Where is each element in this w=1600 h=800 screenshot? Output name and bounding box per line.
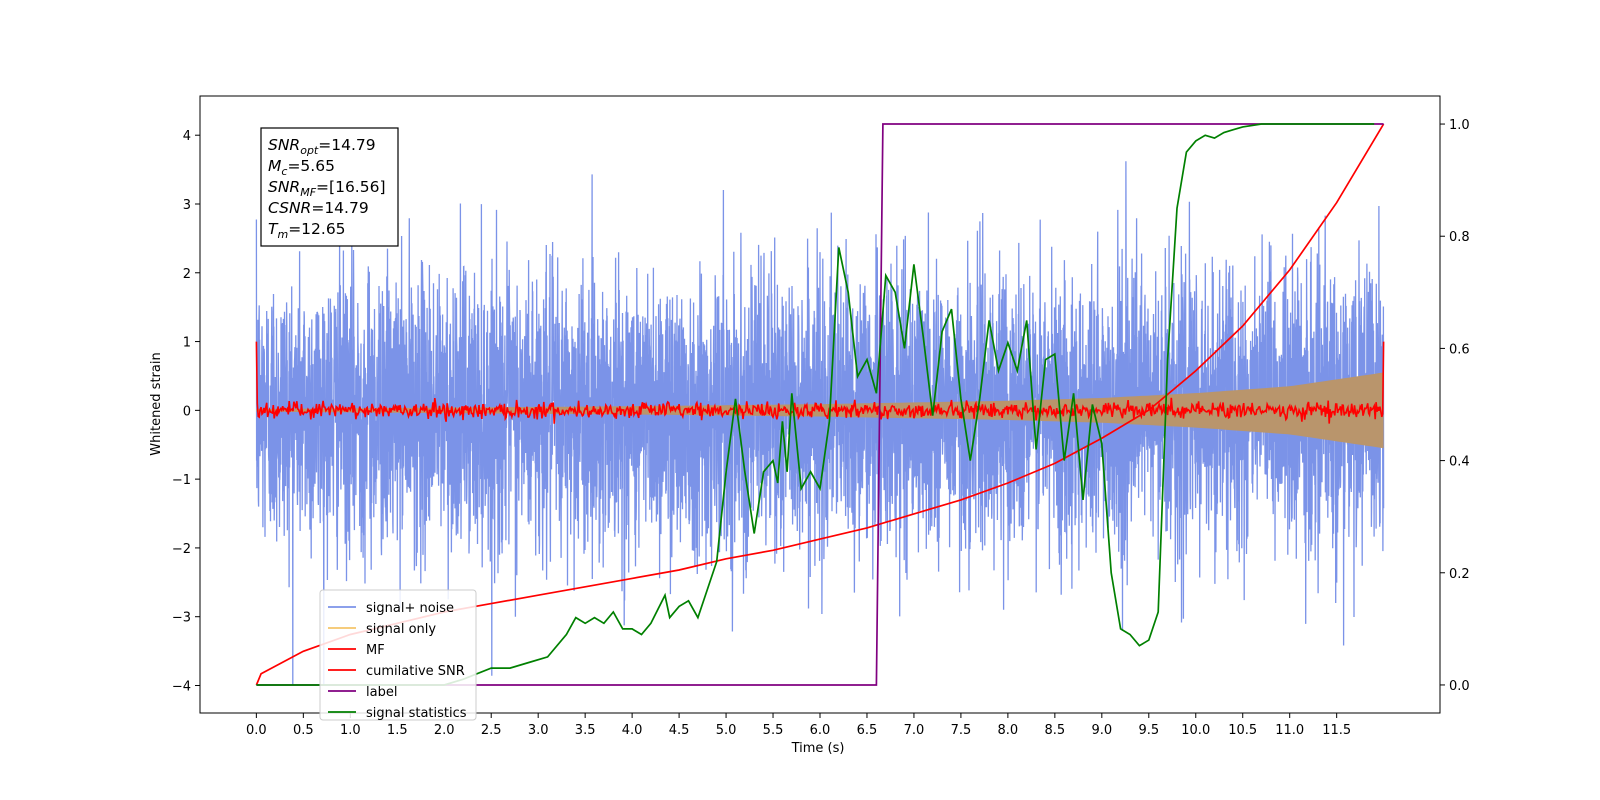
annotation-line: SNRopt=14.79 [268,136,376,157]
x-tick-label: 6.0 [810,723,831,738]
annotation-line: SNRMF=[16.56] [268,178,386,199]
x-axis: 0.0 0.5 1.0 1.5 2.0 2.5 3.0 3.5 4.0 4.5 5.0 5.5 6.0 6… [246,713,1351,738]
annotation-box [260,127,399,247]
x-axis-label: Time (s) [791,741,845,756]
x-tick-label: 2.5 [481,723,502,738]
legend: signal+ noise signal only MF cumilative SNR… [319,589,477,721]
x-tick-label: 5.0 [716,723,737,738]
x-tick-label: 6.5 [857,723,878,738]
y-right-tick-label: 1.0 [1449,118,1470,133]
series-signal-noise [255,161,1385,686]
x-tick-label: 8.5 [1045,723,1066,738]
y-tick-label: 1 [183,336,191,351]
y-tick-label: 0 [183,404,191,419]
y-axis-label: Whitened strain [149,352,164,455]
annotation-line: CSNR=14.79 [268,199,369,217]
x-tick-label: 1.5 [387,723,408,738]
y-axis-right: 0.0 0.2 0.4 0.6 0.8 1.0 [1440,118,1470,694]
y-tick-label: 3 [183,198,191,213]
x-tick-label: 3.5 [575,723,596,738]
x-tick-label: 11.5 [1322,723,1351,738]
legend-label: signal statistics [366,706,467,721]
x-tick-label: 9.5 [1138,723,1159,738]
x-tick-label: 7.0 [904,723,925,738]
y-tick-label: −2 [172,542,191,557]
y-right-tick-label: 0.6 [1449,342,1470,357]
y-right-tick-label: 0.2 [1449,567,1470,582]
x-tick-label: 10.5 [1228,723,1257,738]
x-tick-label: 9.0 [1091,723,1112,738]
y-right-tick-label: 0.8 [1449,230,1470,245]
y-tick-label: −4 [172,679,191,694]
x-tick-label: 8.0 [998,723,1019,738]
x-tick-label: 2.0 [434,723,455,738]
x-tick-label: 4.0 [622,723,643,738]
y-tick-label: −1 [172,473,191,488]
legend-label: signal+ noise [366,601,454,616]
x-tick-label: 10.0 [1181,723,1210,738]
x-tick-label: 11.0 [1275,723,1304,738]
legend-label: MF [366,643,385,658]
x-tick-label: 5.5 [763,723,784,738]
y-tick-label: 4 [183,129,191,144]
y-right-tick-label: 0.4 [1449,455,1470,470]
legend-label: label [366,685,397,700]
y-tick-label: 2 [183,267,191,282]
x-tick-label: 0.5 [293,723,314,738]
y-right-tick-label: 0.0 [1449,679,1470,694]
x-tick-label: 7.5 [951,723,972,738]
series-signal-statistics [256,123,1375,686]
legend-label: signal only [366,622,436,637]
series-mf [255,341,1385,424]
legend-label: cumilative SNR [366,664,465,679]
y-tick-label: −3 [172,611,191,626]
annotation-line: Tm=12.65 [268,220,346,241]
legend-box [319,589,477,721]
x-tick-label: 4.5 [669,723,690,738]
x-tick-label: 3.0 [528,723,549,738]
annotation-line: Mc=5.65 [268,157,335,178]
stats-annotation: SNRopt=14.79Mc=5.65SNRMF=[16.56]CSNR=14.… [260,127,399,247]
y-axis-left: −4 −3 −2 −1 0 1 2 3 4 [172,129,200,694]
series-label [256,123,1384,686]
x-tick-label: 0.0 [246,723,267,738]
x-tick-label: 1.0 [340,723,361,738]
